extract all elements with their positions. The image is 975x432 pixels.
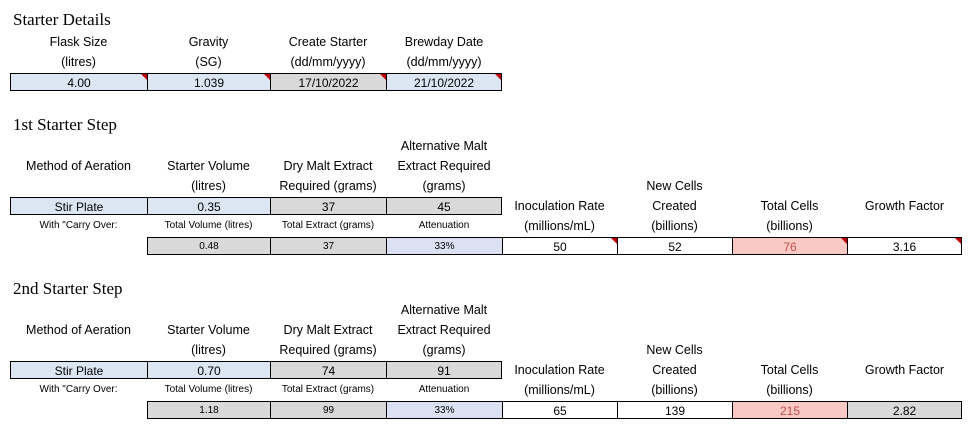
step1-new-cells-unit: (billions) [651,219,698,233]
step1-title: 1st Starter Step [13,115,117,134]
gravity-input[interactable]: 1.039 [147,73,271,91]
step2-alt-malt-label-2: Extract Required [397,323,491,337]
step2-method-select[interactable]: Stir Plate [10,361,148,379]
flask-size-label: Flask Size [49,35,108,49]
step2-total-extract-cell: 99 [270,401,387,419]
step1-carry-over-label: With "Carry Over: [39,220,118,231]
brewday-date-input[interactable]: 21/10/2022 [386,73,502,91]
starter-details-title: Starter Details [13,10,111,29]
step1-new-cells-label-1: New Cells [646,179,703,193]
gravity-unit: (SG) [195,55,222,69]
step2-dme-label-2: Required (grams) [279,343,377,357]
step1-dme-cell: 37 [270,197,387,215]
step2-total-cells-cell: 215 [732,401,848,419]
step2-title: 2nd Starter Step [13,279,123,298]
step1-growth-factor-cell: 3.16 [847,237,962,255]
create-starter-unit: (dd/mm/yyyy) [290,55,366,69]
create-starter-label: Create Starter [288,35,368,49]
step2-carry-over-label: With "Carry Over: [39,384,118,395]
step2-inoculation-label: Inoculation Rate [514,363,605,377]
step1-new-cells-cell: 52 [617,237,733,255]
step1-alt-malt-label-2: Extract Required [397,159,491,173]
step1-starter-volume-label: Starter Volume [167,159,250,173]
step1-starter-volume-input[interactable]: 0.35 [147,197,271,215]
step2-dme-cell: 74 [270,361,387,379]
step1-growth-factor-label: Growth Factor [864,199,945,213]
step1-inoculation-label: Inoculation Rate [514,199,605,213]
step1-method-select[interactable]: Stir Plate [10,197,148,215]
step1-method-label: Method of Aeration [26,159,131,173]
step2-new-cells-label-2: Created [652,363,697,377]
step2-starter-volume-label: Starter Volume [167,323,250,337]
step1-dme-label-2: Required (grams) [279,179,377,193]
flask-size-unit: (litres) [61,55,96,69]
step2-attenuation-label: Attenuation [418,384,470,395]
step2-total-volume-label: Total Volume (litres) [164,384,253,395]
gravity-label: Gravity [188,35,229,49]
flask-size-input[interactable]: 4.00 [10,73,148,91]
step1-inoculation-unit: (millions/mL) [524,219,595,233]
step2-total-cells-unit: (billions) [766,383,813,397]
step2-alt-malt-cell: 91 [386,361,502,379]
step1-total-extract-label: Total Extract (grams) [281,220,375,231]
step1-total-cells-cell: 76 [732,237,848,255]
step1-total-volume-label: Total Volume (litres) [164,220,253,231]
step2-alt-malt-label-1: Alternative Malt [400,303,488,317]
step1-total-cells-label: Total Cells [760,199,819,213]
step1-alt-malt-cell: 45 [386,197,502,215]
step2-total-extract-label: Total Extract (grams) [281,384,375,395]
step2-dme-label: Dry Malt Extract [283,323,373,337]
step1-attenuation-label: Attenuation [418,220,470,231]
step1-inoculation-cell: 50 [502,237,618,255]
step1-dme-label: Dry Malt Extract [283,159,373,173]
step2-starter-volume-input[interactable]: 0.70 [147,361,271,379]
step1-alt-malt-label-1: Alternative Malt [400,139,488,153]
step2-alt-malt-label-3: (grams) [422,343,466,357]
step1-new-cells-label-2: Created [652,199,697,213]
step2-total-cells-label: Total Cells [760,363,819,377]
step2-inoculation-unit: (millions/mL) [524,383,595,397]
step2-inoculation-cell: 65 [502,401,618,419]
step2-method-label: Method of Aeration [26,323,131,337]
step2-starter-volume-unit: (litres) [191,343,226,357]
step2-growth-factor-cell: 2.82 [847,401,962,419]
step2-total-volume-cell: 1.18 [147,401,271,419]
create-starter-cell: 17/10/2022 [270,73,387,91]
step1-total-cells-unit: (billions) [766,219,813,233]
step1-total-extract-cell: 37 [270,237,387,255]
brewday-date-unit: (dd/mm/yyyy) [406,55,482,69]
step2-new-cells-label-1: New Cells [646,343,703,357]
step1-alt-malt-label-3: (grams) [422,179,466,193]
step1-total-volume-cell: 0.48 [147,237,271,255]
step1-attenuation-cell: 33% [386,237,503,255]
step2-growth-factor-label: Growth Factor [864,363,945,377]
step1-starter-volume-unit: (litres) [191,179,226,193]
step2-new-cells-unit: (billions) [651,383,698,397]
step2-new-cells-cell: 139 [617,401,733,419]
brewday-date-label: Brewday Date [404,35,484,49]
step2-attenuation-cell: 33% [386,401,503,419]
